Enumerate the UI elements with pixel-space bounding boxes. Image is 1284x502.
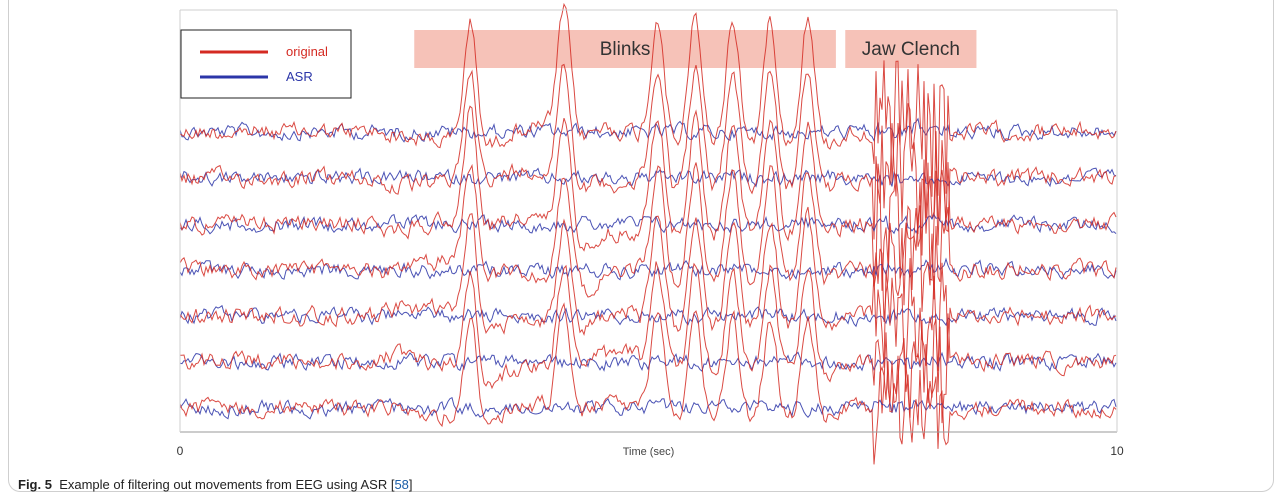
original-trace-3 — [179, 162, 1117, 322]
x-axis-label: Time (sec) — [623, 446, 675, 458]
original-trace-6 — [179, 302, 1117, 465]
citation-link[interactable]: 58 — [394, 477, 409, 492]
asr-trace-4 — [179, 304, 1117, 328]
asr-trace-3 — [179, 257, 1117, 281]
x-tick-label-1: 10 — [1110, 444, 1124, 458]
annotation-band-1 — [845, 30, 977, 68]
original-trace-0 — [179, 2, 1117, 197]
annotation-label-0: Blinks — [600, 39, 651, 60]
legend-label-0: original — [286, 44, 328, 59]
figure-caption: Fig. 5 Example of filtering out movement… — [18, 477, 413, 492]
legend-box — [180, 29, 352, 99]
annotation-label-1: Jaw Clench — [862, 39, 960, 60]
eeg-chart: Blinks Jaw Clench 0 10 Time (sec) original A… — [177, 2, 1124, 465]
asr-trace-1 — [179, 167, 1117, 188]
legend-label-1: ASR — [286, 69, 313, 84]
original-trace-2 — [179, 105, 1117, 291]
original-trace-5 — [180, 261, 1117, 424]
figure-frame — [8, 0, 1274, 492]
asr-trace-5 — [179, 351, 1117, 372]
caption-text: Example of filtering out movements from … — [59, 477, 395, 492]
asr-trace-2 — [179, 213, 1117, 235]
asr-trace-6 — [179, 397, 1117, 420]
x-tick-label-0: 0 — [177, 444, 184, 458]
original-trace-1 — [179, 63, 1117, 247]
original-trace-4 — [179, 206, 1117, 371]
figure-label: Fig. 5 — [18, 477, 52, 492]
caption-end: ] — [408, 477, 413, 492]
